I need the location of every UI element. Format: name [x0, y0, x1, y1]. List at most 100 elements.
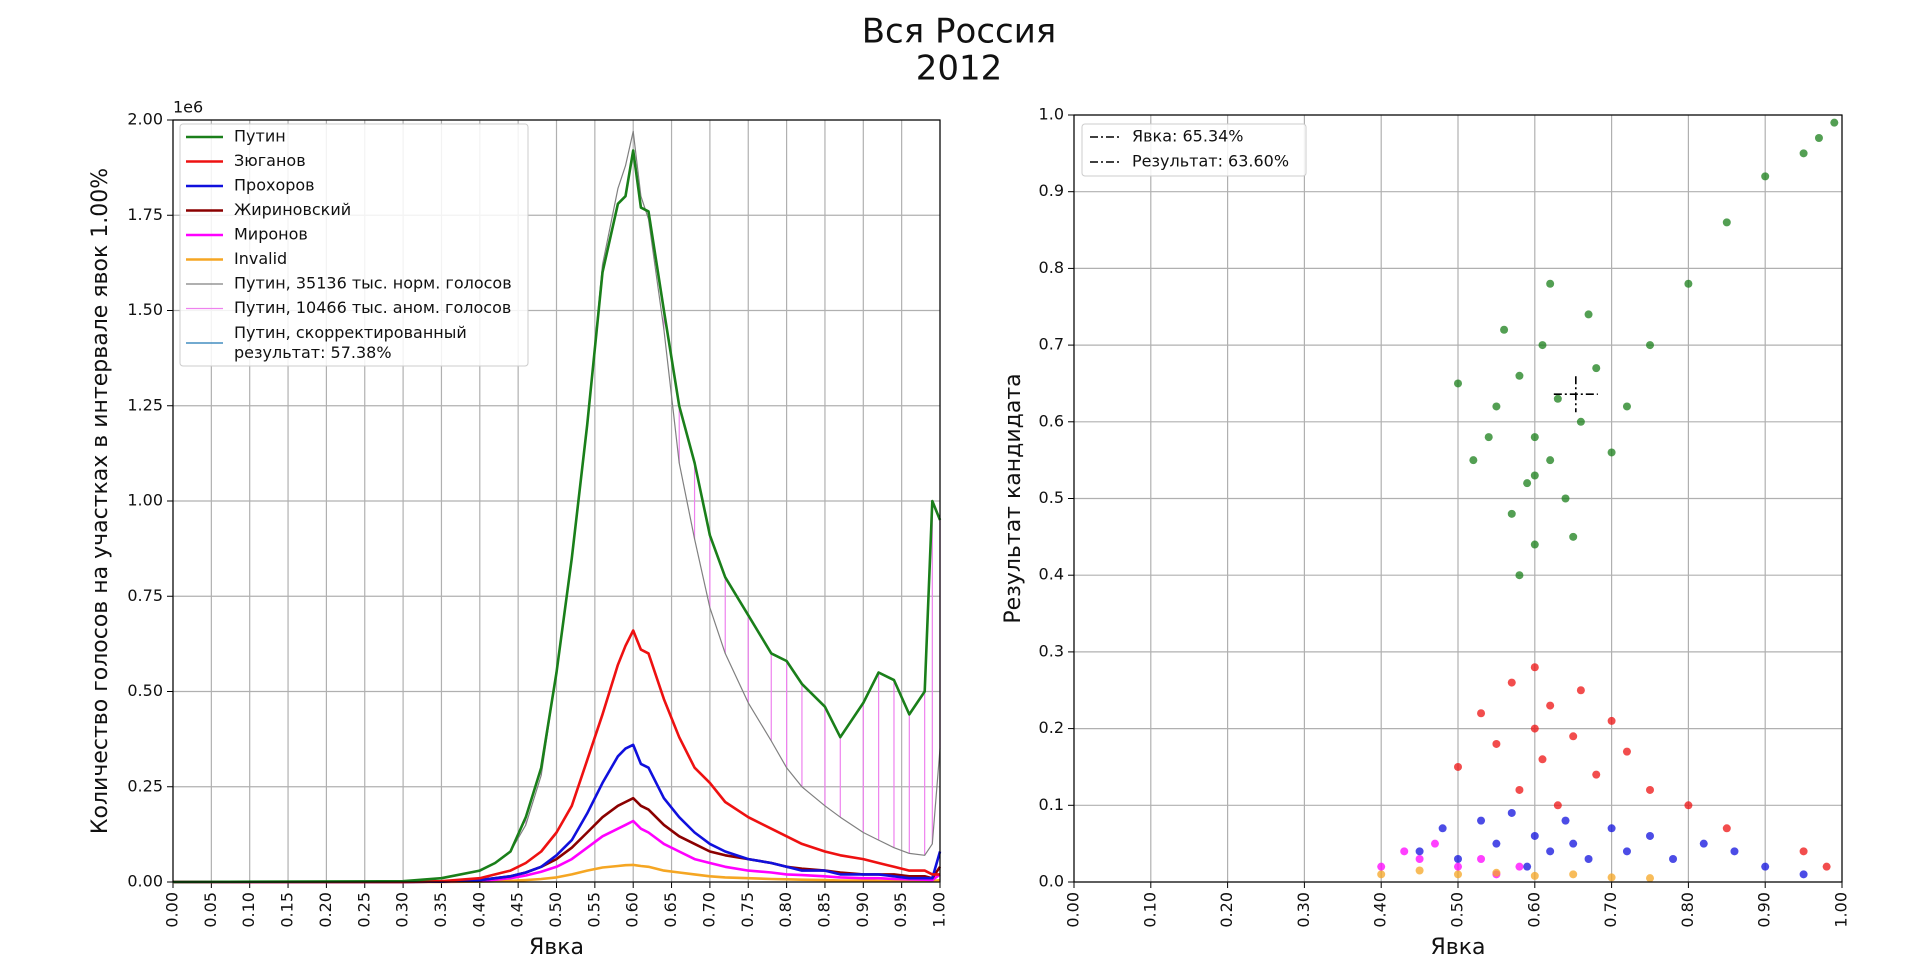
x-tick-label: 0.00	[163, 892, 182, 928]
scatter-point	[1646, 785, 1654, 794]
y-axis-label: Количество голосов на участках в интерва…	[88, 168, 113, 834]
scatter-point	[1553, 394, 1562, 403]
x-tick-label: 0.90	[1755, 892, 1774, 928]
scatter-point	[1469, 456, 1478, 465]
y-tick-label: 0.75	[127, 586, 163, 605]
legend-label: Жириновский	[234, 200, 351, 219]
scatter-point	[1492, 402, 1501, 411]
x-tick-label: 0.55	[584, 892, 603, 928]
legend-label: Прохоров	[234, 176, 315, 195]
y-tick-label: 0.0	[1039, 872, 1064, 891]
scatter-point	[1684, 279, 1693, 288]
scatter-point	[1622, 747, 1631, 756]
scatter-point	[1699, 839, 1708, 848]
scatter-point	[1530, 663, 1539, 672]
scatter-point	[1761, 172, 1770, 181]
scatter-point	[1607, 716, 1616, 725]
y-tick-label: 1.50	[127, 300, 163, 319]
scatter-point	[1730, 847, 1739, 856]
x-tick-label: 0.25	[354, 892, 373, 928]
scatter-point	[1492, 868, 1501, 877]
scatter-point	[1515, 571, 1524, 580]
scatter-point	[1454, 854, 1462, 863]
y-tick-label: 0.9	[1039, 181, 1064, 200]
scatter-point	[1669, 854, 1678, 863]
y-tick-label: 0.7	[1039, 335, 1064, 354]
scatter-point	[1546, 279, 1555, 288]
x-axis-label: Явка	[1430, 935, 1485, 960]
scatter-point	[1477, 816, 1486, 825]
scatter-point	[1484, 433, 1493, 442]
scatter-point	[1430, 839, 1439, 848]
y-tick-label: 0.25	[127, 776, 163, 795]
scatter-point	[1561, 816, 1570, 825]
figure-title: Вся Россия	[862, 12, 1057, 52]
scatter-point	[1454, 762, 1462, 771]
scatter-point	[1415, 847, 1424, 856]
legend-label: Путин	[234, 127, 286, 146]
x-tick-label: 0.80	[1678, 892, 1697, 928]
x-tick-label: 0.10	[239, 892, 258, 928]
series-line	[173, 743, 942, 884]
y-tick-label: 0.00	[127, 872, 163, 891]
x-tick-label: 0.75	[738, 892, 757, 928]
x-tick-label: 0.40	[469, 892, 488, 928]
y-tick-label: 2.00	[127, 110, 163, 129]
scatter-point	[1377, 862, 1386, 871]
x-tick-label: 0.30	[393, 892, 412, 928]
scatter-point	[1546, 701, 1555, 710]
scatter-point	[1607, 448, 1616, 457]
scatter-point	[1822, 862, 1831, 871]
plot-frame	[172, 119, 941, 883]
x-tick-label: 0.60	[623, 892, 642, 928]
scatter-point	[1584, 854, 1593, 863]
x-tick-label: 0.35	[431, 892, 450, 928]
x-tick-label: 0.70	[1601, 892, 1620, 928]
x-tick-label: 0.45	[508, 892, 527, 928]
legend-label: Invalid	[234, 249, 287, 268]
y-tick-label: 1.75	[127, 205, 163, 224]
scatter-point	[1569, 532, 1578, 541]
scatter-point	[1561, 494, 1570, 503]
y-tick-label: 0.6	[1039, 411, 1064, 430]
x-tick-label: 0.20	[316, 892, 335, 928]
legend-label: Результат: 63.60%	[1132, 152, 1289, 171]
scatter-point	[1454, 379, 1462, 388]
scatter-point	[1377, 870, 1386, 879]
scatter-point	[1515, 785, 1524, 794]
scatter-point	[1576, 417, 1585, 426]
scatter-point	[1569, 839, 1578, 848]
scatter-point	[1761, 862, 1770, 871]
scatter-point	[1722, 218, 1731, 227]
scatter-point	[1592, 364, 1601, 373]
scatter-point	[1507, 509, 1516, 518]
x-tick-label: 0.10	[1140, 892, 1159, 928]
x-tick-label: 0.50	[546, 892, 565, 928]
scatter-point	[1569, 732, 1578, 741]
y-tick-label: 1.0	[1039, 105, 1064, 124]
scatter-point	[1622, 402, 1631, 411]
y-tick-label: 0.2	[1039, 718, 1064, 737]
scatter-point	[1646, 831, 1654, 840]
scatter-point	[1814, 134, 1823, 143]
x-tick-label: 0.30	[1294, 892, 1313, 928]
x-tick-label: 0.70	[699, 892, 718, 928]
x-tick-label: 0.90	[853, 892, 872, 928]
x-tick-label: 0.00	[1064, 892, 1083, 928]
scatter-point	[1507, 808, 1516, 817]
scatter-point	[1530, 540, 1539, 549]
series-line	[172, 130, 941, 883]
y-tick-label: 1.25	[127, 395, 163, 414]
scatter-point	[1454, 862, 1462, 871]
scatter-point	[1530, 433, 1539, 442]
scatter-point	[1553, 801, 1562, 810]
x-tick-label: 0.15	[278, 892, 297, 928]
scatter-point	[1500, 325, 1509, 334]
scatter-point	[1523, 479, 1532, 488]
scatter-point	[1830, 118, 1839, 127]
scatter-point	[1415, 866, 1424, 875]
scatter-point	[1684, 801, 1693, 810]
scatter-point	[1415, 854, 1424, 863]
scatter-point	[1400, 847, 1409, 856]
